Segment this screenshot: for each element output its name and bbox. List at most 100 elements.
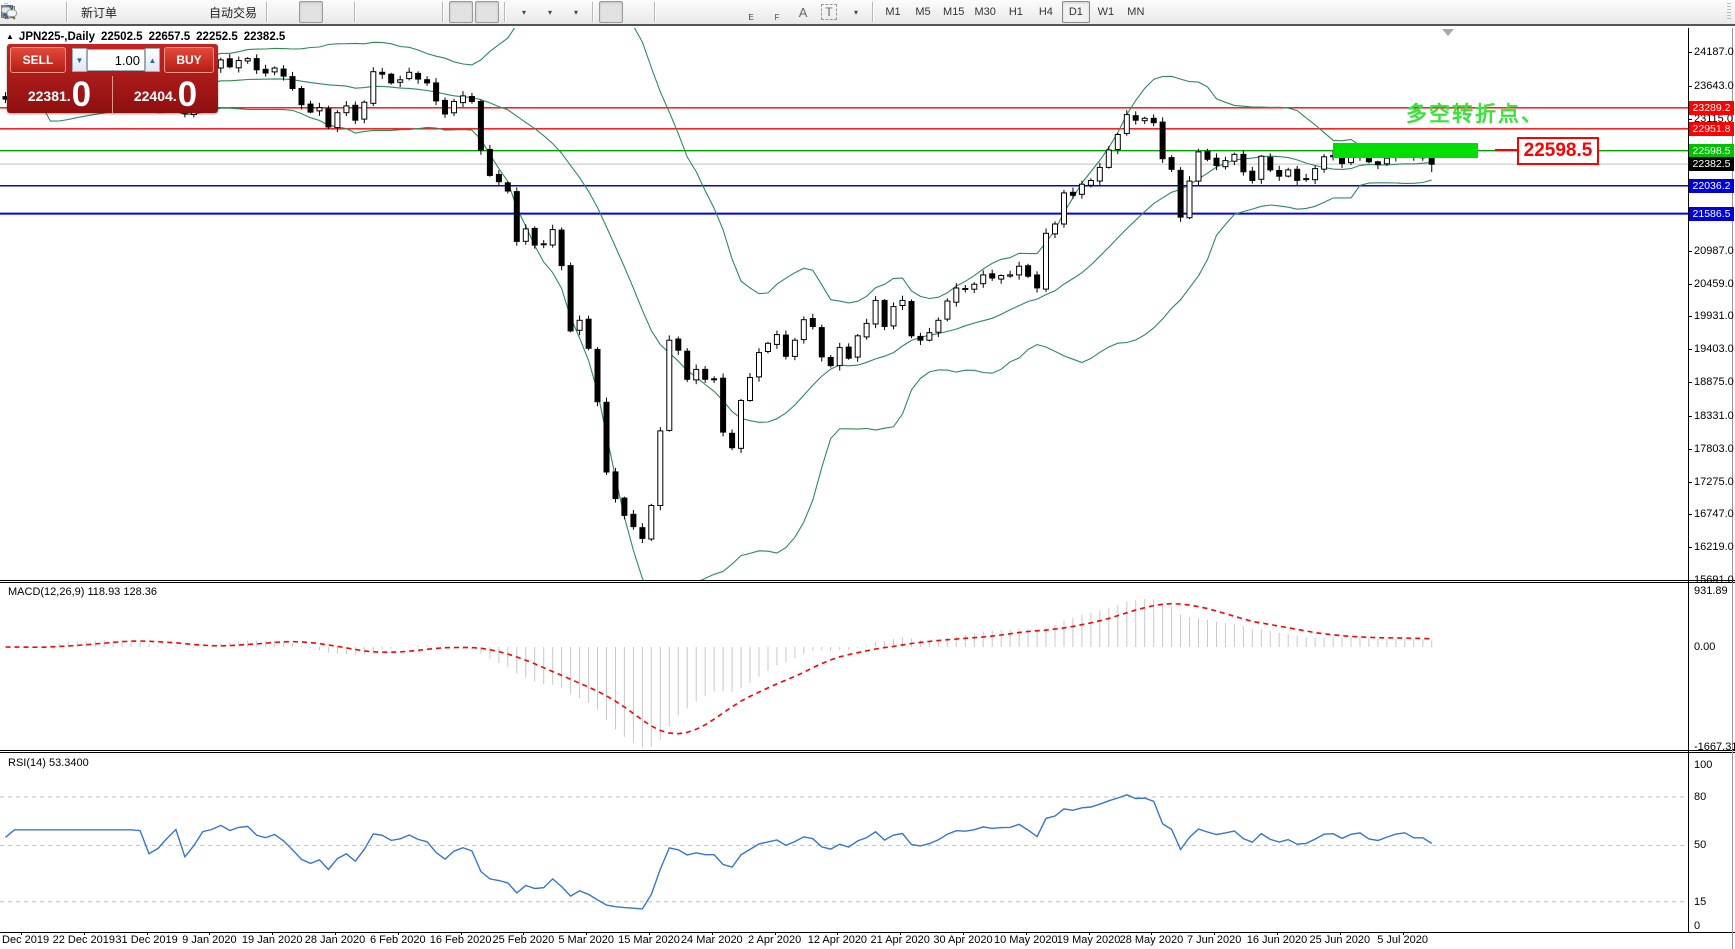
price-tick-dash	[1688, 51, 1692, 53]
buy-price-big-digit: 0	[177, 75, 198, 114]
trendline-button[interactable]	[2, 1, 737, 23]
timeframe-h1[interactable]: H1	[1008, 6, 1023, 18]
volume-input[interactable]: 1.00	[87, 49, 145, 71]
price-tick-label: 19403.0	[1694, 343, 1734, 356]
equidistant-channel-button[interactable]: E	[1, 1, 763, 23]
highlight-rectangle[interactable]	[1333, 143, 1478, 158]
buy-button[interactable]: BUY	[164, 47, 214, 73]
spinner-up-icon: ▲	[148, 55, 157, 65]
collapse-panel-icon[interactable]: ▲	[6, 32, 14, 41]
crosshair-button[interactable]	[1, 1, 649, 23]
timeframe-m30[interactable]: M30	[974, 6, 996, 18]
line-chart-button[interactable]	[1, 1, 349, 23]
price-tick-dash	[1688, 514, 1692, 516]
volume-decrease-button[interactable]: ▼	[72, 48, 87, 72]
price-badge: 23289.2	[1689, 100, 1734, 115]
chat-button[interactable]	[1, 1, 1724, 23]
styles-button[interactable]	[1, 1, 147, 23]
fibo-sub-label: F	[774, 13, 780, 22]
vertical-line-button[interactable]	[7, 1, 685, 23]
buy-price[interactable]: 22404. 0	[113, 76, 218, 113]
arrows-button[interactable]: ▾	[3, 1, 867, 23]
price-tick-label: 18331.0	[1694, 409, 1734, 422]
chart-shift-marker[interactable]	[1442, 29, 1454, 36]
timeframe-m5[interactable]: M5	[915, 6, 931, 18]
fibonacci-button[interactable]: F	[2, 1, 789, 23]
date-label: 24 Mar 2020	[680, 934, 743, 946]
timeframe-m15[interactable]: M15	[943, 6, 965, 18]
bar-chart-button[interactable]	[2, 1, 297, 23]
pane-separator	[0, 582, 1735, 583]
chart-shift-button[interactable]	[2, 1, 500, 23]
dropdown-caret: ▾	[522, 7, 527, 17]
date-tick-dash	[900, 932, 902, 935]
toolbar-grip	[1727, 3, 1731, 21]
date-label: 6 Feb 2020	[369, 934, 426, 946]
zoom-in-button[interactable]	[2, 1, 385, 23]
price-tick-dash	[1688, 547, 1692, 549]
timeframe-d1[interactable]: D1	[1061, 1, 1090, 23]
date-label: 25 Feb 2020	[492, 934, 555, 946]
templates-button[interactable]: ▾	[1, 1, 587, 23]
date-tick-dash	[1025, 932, 1027, 935]
community-button[interactable]	[2, 1, 173, 23]
date-tick-dash	[711, 932, 713, 935]
cursor-button[interactable]	[4, 1, 624, 23]
price-tick-label: 18875.0	[1694, 376, 1734, 389]
date-tick-dash	[586, 932, 588, 935]
price-tick-dash	[1688, 250, 1692, 252]
text-label-button[interactable]: T	[817, 1, 841, 23]
plot-right-border	[1688, 28, 1689, 932]
text-tool-button[interactable]: A	[791, 1, 815, 23]
macd-axis-label: -1667.31	[1694, 740, 1735, 753]
rsi-axis-label: 50	[1694, 839, 1707, 852]
new-order-label: 新订单	[81, 5, 118, 20]
date-label: 21 Apr 2020	[870, 934, 930, 946]
horizontal-line-button[interactable]	[2, 1, 711, 23]
timeframe-h4[interactable]: H4	[1038, 6, 1053, 18]
new-order-button[interactable]: 新订单	[2, 1, 121, 23]
price-badge: 22951.8	[1689, 121, 1734, 136]
price-tick-dash	[1688, 382, 1692, 384]
price-tick-dash	[1688, 316, 1692, 318]
spinner-down-icon: ▼	[75, 55, 84, 65]
volume-increase-button[interactable]: ▲	[145, 48, 160, 72]
timeframe-mn[interactable]: MN	[1127, 6, 1145, 18]
tile-windows-button[interactable]	[2, 1, 437, 23]
auto-scroll-button[interactable]	[2, 1, 474, 23]
timeframe-m1[interactable]: M1	[885, 6, 901, 18]
price-tick-dash	[1688, 481, 1692, 483]
macd-pane[interactable]	[0, 583, 1688, 750]
rsi-pane[interactable]	[0, 753, 1688, 931]
zoom-out-button[interactable]	[2, 1, 411, 23]
sell-price[interactable]: 22381. 0	[7, 76, 113, 113]
date-label: 25 Jun 2020	[1309, 934, 1371, 946]
data-window-button[interactable]	[1, 1, 61, 23]
date-tick-dash	[837, 932, 839, 935]
period-button[interactable]: ▾	[1, 1, 561, 23]
timeframe-w1[interactable]: W1	[1097, 6, 1115, 18]
date-label: 5 Mar 2020	[558, 934, 615, 946]
candlestick-chart-button[interactable]	[2, 1, 324, 23]
dropdown-caret: ▾	[574, 7, 579, 17]
price-tick-label: 17275.0	[1694, 475, 1734, 488]
level-price-label[interactable]: 22598.5	[1517, 137, 1599, 165]
toolbar-separator	[266, 2, 269, 22]
search-button[interactable]	[1, 1, 1698, 23]
turning-point-annotation[interactable]: 多空转折点、	[1406, 103, 1544, 126]
new-chart-button[interactable]: ▾	[2, 1, 535, 23]
buy-price-dot: .	[172, 88, 177, 104]
date-label: 7 Jun 2020	[1186, 934, 1242, 946]
pane-separator[interactable]	[0, 750, 1735, 751]
pane-separator[interactable]	[0, 580, 1735, 581]
date-tick-dash	[774, 932, 776, 935]
sell-button[interactable]: SELL	[10, 47, 66, 73]
date-tick-dash	[963, 932, 964, 935]
date-tick-dash	[1339, 932, 1341, 935]
date-label: 10 May 2020	[993, 934, 1058, 946]
signals-button[interactable]	[2, 1, 199, 23]
sell-price-dot: .	[66, 88, 71, 104]
auto-trading-button[interactable]: 自动交易	[1, 1, 261, 23]
sell-price-big-digit: 0	[71, 75, 92, 114]
ohlc-low: 22252.5	[196, 31, 238, 43]
